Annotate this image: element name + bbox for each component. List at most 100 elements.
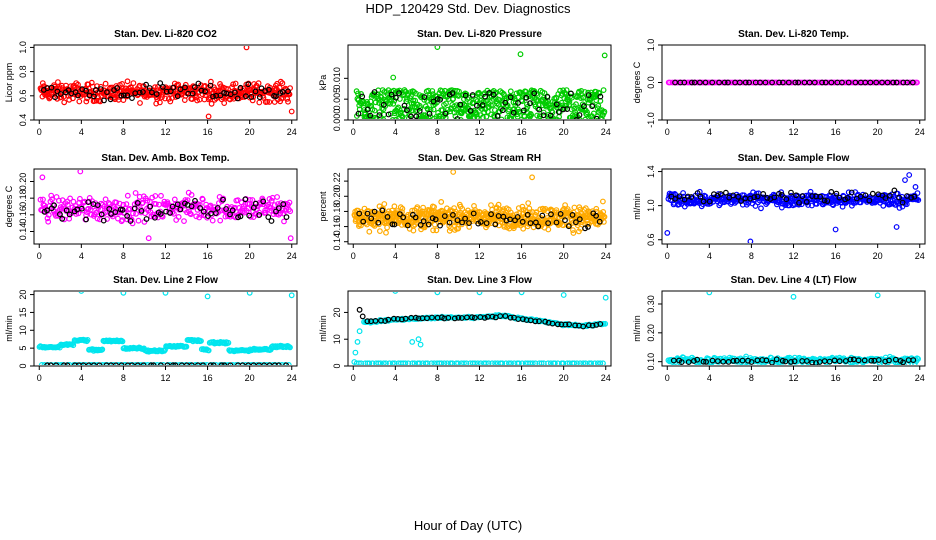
data-point [585,322,592,329]
data-point [685,193,691,200]
data-point [848,189,855,196]
data-point [746,79,752,86]
data-point [192,362,199,365]
data-point [263,362,270,365]
data-point [702,79,709,86]
data-point [499,360,506,365]
chart-title: Stan. Dev. Gas Stream RH [418,153,541,164]
data-point [61,99,68,106]
data-point [490,91,497,98]
data-point [481,315,488,321]
data-point [120,92,127,99]
data-point [124,192,131,199]
data-point [574,360,580,365]
data-point [390,100,397,107]
data-point [146,85,153,91]
data-point [672,79,678,86]
data-point [385,316,392,323]
data-point [286,91,293,98]
data-point [833,190,840,197]
data-point [558,99,565,106]
data-point [725,79,731,86]
x-tick-label: 16 [517,251,527,261]
data-point [132,362,139,365]
data-point [102,362,108,365]
data-point [174,201,181,208]
data-point [147,203,154,210]
data-point [875,357,882,363]
x-tick-label: 0 [37,251,42,261]
data-point [200,362,206,365]
data-point [470,210,477,217]
data-point [596,218,603,225]
data-point [915,197,922,204]
data-point [400,214,407,221]
data-point [134,362,141,365]
data-point [415,315,422,322]
x-tick-label: 8 [749,251,754,261]
data-point [367,112,374,119]
data-point [700,198,707,205]
data-point [257,362,264,365]
data-point [544,94,551,100]
data-point [482,93,489,100]
data-point [691,358,697,364]
data-point [38,362,45,365]
data-point [399,316,405,323]
data-point [223,206,230,212]
data-point [77,170,84,175]
data-point [409,360,416,365]
data-point [56,197,62,204]
data-point [207,82,214,89]
data-point [434,292,441,296]
data-point [99,346,106,353]
data-point [580,94,587,101]
y-tick-label: 15 [18,307,28,317]
data-point [249,197,256,203]
data-point [157,80,164,86]
data-point [453,102,460,108]
data-point [399,205,406,212]
y-tick-label: 0.16 [18,206,28,224]
x-tick-label: 16 [203,373,213,383]
data-point [783,196,790,203]
data-point [45,218,52,225]
data-point [573,219,579,226]
data-point [697,79,703,86]
data-point [201,362,208,365]
data-point [454,116,461,119]
data-point [564,106,570,112]
data-point [717,191,724,197]
data-point [39,174,46,181]
data-point [260,94,267,101]
data-point [836,194,843,201]
x-tick-label: 20 [559,373,569,383]
data-point [817,193,824,200]
data-point [375,219,382,226]
data-point [716,79,722,86]
data-point [288,292,295,299]
data-point [167,88,174,95]
data-point [549,320,556,327]
data-point [769,79,775,86]
data-point [831,357,838,364]
data-point [48,84,55,91]
data-point [103,362,110,365]
data-point [514,214,521,220]
data-point [458,110,465,117]
y-tick-label: 0.14 [18,223,28,241]
data-point [397,211,403,218]
x-tick-label: 20 [873,127,883,137]
data-point [214,205,221,211]
data-point [139,89,146,95]
y-tick-label: 0 [332,363,342,368]
x-tick-label: 0 [665,251,670,261]
data-point [172,362,179,365]
y-tick-label: 0.20 [18,173,28,191]
data-point [209,217,216,224]
x-tick-label: 16 [203,127,213,137]
y-tick-label: 0.6 [646,233,656,246]
data-point [148,89,155,96]
data-point [520,225,527,232]
x-tick-label: 16 [517,373,527,383]
